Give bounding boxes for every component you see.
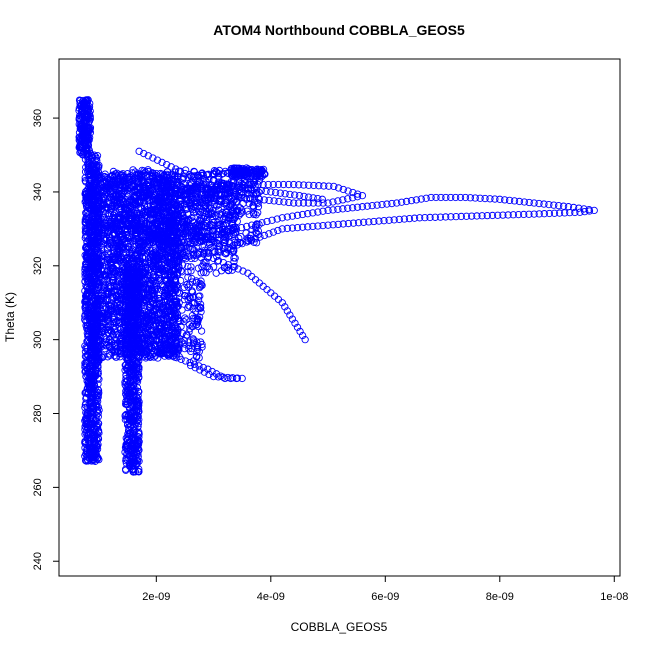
data-point-3374 [92,263,100,271]
data-point-3067 [102,341,110,350]
data-point-1617 [134,387,143,396]
data-point-2960 [110,351,119,360]
data-point-1002 [94,421,102,430]
data-point-1659 [122,361,130,369]
data-point-3148 [90,248,99,256]
data-point-879 [82,408,90,417]
data-point-3284 [100,327,108,335]
data-point-3324 [113,316,122,325]
data-point-3256 [116,339,124,348]
data-point-823 [92,415,100,423]
data-point-177 [80,103,88,111]
data-point-1077 [91,156,99,164]
data-point-1591 [123,389,131,397]
data-point-1696 [130,436,138,445]
data-point-1049 [82,261,90,269]
data-point-1551 [132,363,140,371]
data-point-3328 [119,324,128,333]
data-point-593 [82,178,90,186]
data-point-1037 [81,302,90,310]
data-points [75,96,598,476]
data-point-1683 [123,442,131,450]
data-point-2894 [99,353,107,361]
data-point-1699 [134,444,142,452]
data-point-674 [94,403,102,411]
data-point-914 [82,227,91,235]
data-point-194 [75,136,83,144]
data-point-617 [81,440,90,448]
data-point-3092 [92,175,100,183]
data-point-1076 [81,438,89,447]
data-point-3299 [115,337,124,345]
data-point-1052 [92,153,100,161]
data-point-3187 [105,343,114,351]
data-point-1057 [94,393,102,401]
data-point-3278 [94,279,102,287]
data-point-3169 [113,277,121,286]
data-point-197 [76,148,84,157]
data-point-779 [93,445,102,453]
data-point-3286 [119,277,127,286]
data-point-1063 [84,292,92,300]
data-point-3295 [111,347,120,355]
data-point-1484 [128,383,136,391]
data-point-2373 [101,210,110,218]
data-point-1022 [94,435,103,443]
data-point-1007 [82,420,90,428]
data-point-1094 [82,242,91,251]
data-point-199 [81,99,89,107]
data-point-2698 [96,354,104,362]
data-point-1689 [124,412,132,420]
data-point-995 [81,266,89,274]
chart-title: ATOM4 Northbound COBBLA_GEOS5 [213,22,465,38]
data-point-3035 [99,352,108,360]
data-point-2589 [100,235,108,243]
data-point-3322 [147,250,156,258]
data-point-1695 [133,418,141,427]
data-point-3112 [93,269,102,277]
data-point-1027 [83,238,91,247]
data-point-2852 [160,246,169,254]
data-point-3347 [94,183,102,192]
data-point-4216 [254,208,262,217]
data-point-3384 [109,252,118,260]
data-point-1593 [129,467,138,476]
data-point-1677 [122,459,131,467]
data-point-3244 [92,253,101,261]
data-point-1668 [131,420,140,428]
data-point-3055 [99,196,107,205]
data-point-1062 [81,456,90,465]
data-point-176 [75,104,83,112]
data-point-4147 [212,269,220,277]
data-point-3337 [161,266,169,275]
data-point-2991 [110,341,119,350]
data-point-1578 [123,415,131,423]
data-point-2902 [102,236,110,245]
data-point-3240 [139,320,147,328]
data-point-3037 [100,317,108,325]
data-point-1098 [90,440,98,449]
data-point-3377 [94,258,102,266]
data-point-765 [83,231,91,240]
data-point-2770 [134,310,142,318]
data-point-3300 [109,273,117,281]
data-point-189 [75,143,83,152]
data-point-2510 [108,345,116,353]
data-point-1674 [129,462,137,470]
data-point-2976 [97,215,105,223]
data-point-1069 [89,455,97,463]
data-point-1682 [122,378,130,386]
data-point-1045 [81,316,89,324]
data-point-2900 [109,208,117,216]
data-point-191 [84,115,93,123]
data-point-4879 [197,327,206,335]
data-point-953 [95,375,103,383]
data-point-1089 [82,394,90,403]
data-point-1432 [124,382,133,391]
data-point-3189 [98,195,106,203]
data-point-3297 [96,219,104,227]
data-point-3382 [103,304,111,312]
